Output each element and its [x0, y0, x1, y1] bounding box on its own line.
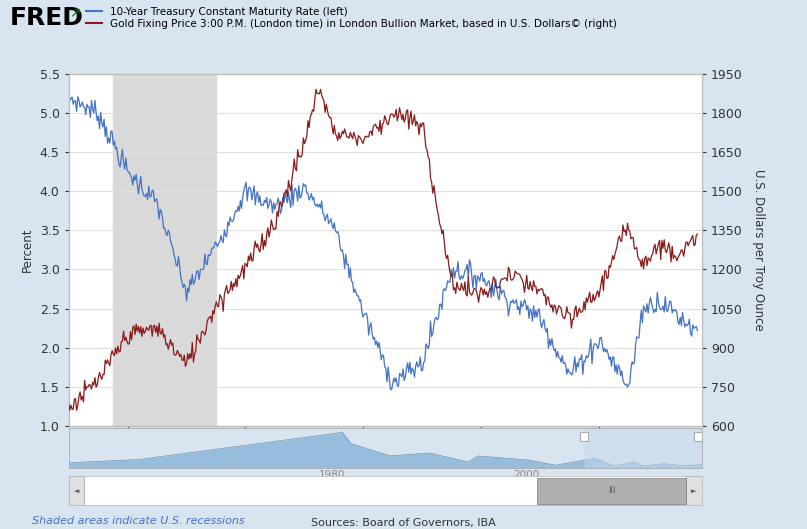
Bar	[694, 432, 702, 441]
Text: ↗: ↗	[69, 5, 80, 20]
Text: Shaded areas indicate U.S. recessions: Shaded areas indicate U.S. recessions	[32, 516, 245, 526]
Bar	[537, 478, 686, 504]
Text: ►: ►	[692, 488, 697, 494]
Bar	[686, 476, 702, 505]
Text: FRED: FRED	[10, 5, 84, 30]
Text: III: III	[608, 486, 615, 495]
Bar	[585, 428, 702, 468]
Y-axis label: Percent: Percent	[21, 227, 34, 272]
Text: Sources: Board of Governors, IBA: Sources: Board of Governors, IBA	[312, 518, 495, 528]
Bar	[113, 74, 216, 426]
Y-axis label: U.S. Dollars per Troy Ounce: U.S. Dollars per Troy Ounce	[752, 169, 765, 331]
Bar	[580, 432, 588, 441]
Text: ◄: ◄	[73, 488, 79, 494]
Bar	[69, 476, 85, 505]
Legend: 10-Year Treasury Constant Maturity Rate (left), Gold Fixing Price 3:00 P.M. (Lon: 10-Year Treasury Constant Maturity Rate …	[86, 6, 617, 29]
